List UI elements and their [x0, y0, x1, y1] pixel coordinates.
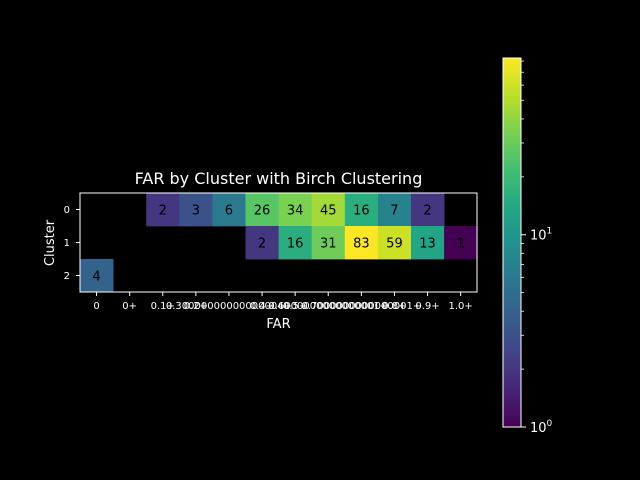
cell-value-label: 31 [320, 237, 337, 252]
x-tick-label: 0.5+ [283, 301, 307, 312]
y-axis-ticks: 0 1 2 [64, 205, 80, 282]
heatmap-cell [444, 226, 478, 260]
cell-value-label: 34 [287, 204, 304, 219]
cell-value-label: 59 [386, 237, 403, 252]
x-axis-label: FAR [266, 317, 290, 332]
heatmap-cell [278, 193, 313, 227]
heatmap-cell [212, 193, 246, 227]
heatmap-cell [377, 226, 412, 260]
cell-value-label: 1 [457, 237, 465, 252]
cell-value-label: 3 [192, 204, 200, 219]
cell-value-label: 26 [254, 204, 271, 219]
cell-value-label: 2 [423, 204, 431, 219]
x-tick-label: 0.9+ [415, 301, 439, 312]
heatmap-cell [311, 193, 346, 227]
heatmap-cells: 2 3 6 26 34 45 16 7 2 2 16 31 83 59 13 1 4 [80, 193, 478, 293]
heatmap-cell [311, 226, 346, 260]
cell-value-label: 6 [225, 204, 233, 219]
cell-value-label: 13 [419, 237, 436, 252]
y-tick-label: 1 [64, 238, 70, 249]
cell-value-label: 16 [287, 237, 304, 252]
chart-title: FAR by Cluster with Birch Clustering [135, 169, 423, 188]
heatmap-cell [245, 193, 279, 227]
heatmap-cell [411, 226, 445, 260]
x-tick-label: 0.30000000000000004+ [166, 301, 292, 312]
x-tick-label: 0.8+ [382, 301, 406, 312]
heatmap-cell [411, 193, 445, 227]
x-tick-label: 0.4+ [250, 301, 274, 312]
heatmap-cell [179, 193, 213, 227]
cell-value-label: 2 [159, 204, 167, 219]
cell-value-label: 7 [390, 204, 398, 219]
x-tick-label: 0 [93, 301, 99, 312]
cell-value-label: 16 [353, 204, 370, 219]
heatmap-cell [80, 259, 114, 293]
cell-value-label: 4 [92, 270, 100, 285]
x-tick-label: 1.0+ [449, 301, 473, 312]
heatmap-cell [146, 193, 180, 227]
heatmap-cell [278, 226, 313, 260]
y-tick-label: 0 [64, 205, 70, 216]
colorbar [502, 57, 522, 428]
x-tick-label: 0.6000000000000001+ [268, 301, 388, 312]
heatmap-cell [245, 226, 279, 260]
cell-value-label: 2 [258, 237, 266, 252]
cell-value-label: 83 [353, 237, 370, 252]
heatmap-cell [344, 193, 379, 227]
heatmap-cell [344, 226, 379, 260]
y-axis-label: Cluster [43, 219, 58, 266]
x-tick-label: 0.7000000000000001+ [301, 301, 421, 312]
x-tick-label: 0+ [122, 301, 137, 312]
x-tick-label: 0.1+ [151, 301, 175, 312]
x-tick-label: 0.2+ [184, 301, 208, 312]
heatmap-cell [377, 193, 412, 227]
x-axis-ticks: 0 0+ 0.1+ 0.2+0.30000000000000004+0.4+ 0.5+0… [93, 292, 473, 312]
cell-value-label: 45 [320, 204, 337, 219]
y-tick-label: 2 [64, 271, 70, 282]
